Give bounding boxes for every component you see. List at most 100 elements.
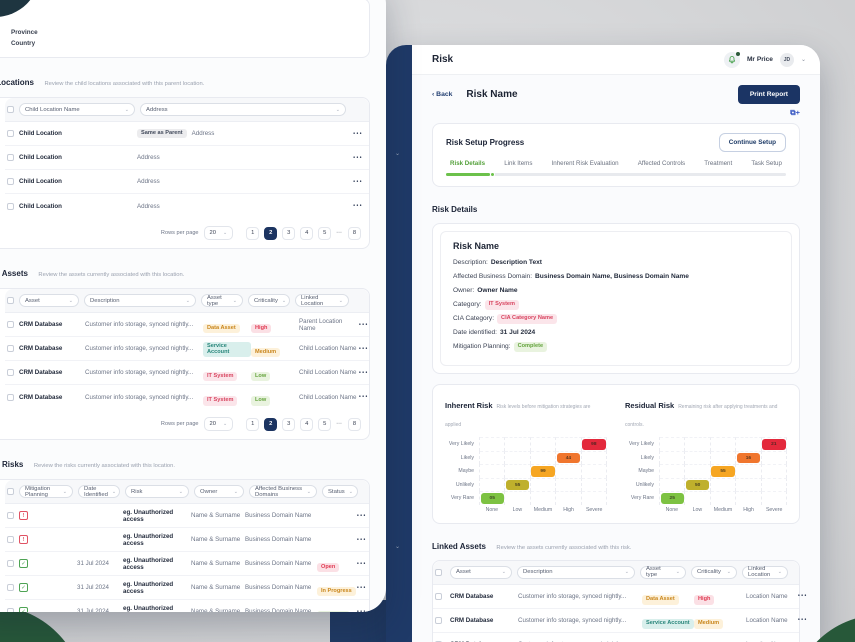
row-checkbox[interactable] bbox=[7, 202, 14, 210]
filter-select-owner[interactable]: Owner ⌄ bbox=[194, 485, 244, 498]
heatmap-cell-value[interactable]: 16 bbox=[736, 452, 761, 464]
location-row[interactable]: Child Location Address ••• bbox=[5, 146, 369, 170]
page-button-5[interactable]: 5 bbox=[318, 226, 332, 240]
rows-per-page-select[interactable]: 20 ⌄ bbox=[203, 226, 234, 240]
row-checkbox[interactable] bbox=[7, 608, 14, 612]
filter-select-asset[interactable]: Asset ⌄ bbox=[450, 565, 512, 579]
filter-select-asset-type[interactable]: Asset type ⌄ bbox=[201, 294, 243, 307]
row-checkbox[interactable] bbox=[7, 393, 14, 401]
heatmap-cell-value[interactable]: 25 bbox=[660, 493, 684, 504]
filter-select-child-location-name[interactable]: Child Location Name ⌄ bbox=[19, 103, 135, 116]
page-button-2[interactable]: 2 bbox=[264, 226, 278, 240]
continue-setup-button[interactable]: Continue Setup bbox=[718, 133, 786, 152]
row-actions-menu[interactable]: ••• bbox=[357, 560, 367, 567]
row-actions-menu[interactable]: ••• bbox=[357, 512, 367, 519]
row-checkbox[interactable] bbox=[7, 106, 14, 113]
filter-select-affected-business-domains[interactable]: Affected Business Domains ⌄ bbox=[249, 485, 317, 498]
risk-row[interactable]: ✓ 31 Jul 2024 eg. Unauthorized access Name … bbox=[5, 552, 369, 576]
setup-step-treatment[interactable]: Treatment bbox=[704, 160, 733, 167]
row-checkbox[interactable] bbox=[435, 616, 442, 624]
sidebar-chevron-down-icon[interactable]: ⌄ bbox=[395, 544, 401, 550]
heatmap-cell-value[interactable]: 44 bbox=[556, 452, 581, 464]
page-button-1[interactable]: 1 bbox=[246, 417, 260, 431]
row-actions-menu[interactable]: ••• bbox=[353, 178, 363, 185]
row-checkbox[interactable] bbox=[7, 560, 14, 567]
page-button-5[interactable]: 5 bbox=[318, 417, 332, 431]
filter-select-description[interactable]: Description ⌄ bbox=[517, 565, 635, 579]
location-row[interactable]: Child Location Address ••• bbox=[5, 170, 369, 194]
row-checkbox[interactable] bbox=[7, 488, 14, 495]
filter-select-asset[interactable]: Asset ⌄ bbox=[19, 294, 79, 307]
row-actions-menu[interactable]: ••• bbox=[357, 536, 367, 543]
filter-select-description[interactable]: Description ⌄ bbox=[84, 294, 196, 307]
risk-row[interactable]: ! eg. Unauthorized access Name & Surname Bu… bbox=[5, 504, 369, 528]
setup-step-risk-details[interactable]: Risk Details bbox=[450, 160, 486, 167]
row-checkbox[interactable] bbox=[7, 512, 14, 519]
row-checkbox[interactable] bbox=[7, 297, 14, 304]
filter-select-linked-location[interactable]: Linked Location ⌄ bbox=[295, 294, 349, 307]
risk-row[interactable]: ✓ 31 Jul 2024 eg. Unauthorized access Name … bbox=[5, 600, 369, 612]
row-checkbox[interactable] bbox=[7, 154, 14, 161]
heatmap-cell-value[interactable]: 99 bbox=[531, 466, 555, 477]
row-actions-menu[interactable]: ••• bbox=[353, 154, 363, 161]
row-actions-menu[interactable]: ••• bbox=[357, 608, 367, 613]
page-button-8[interactable]: 8 bbox=[348, 417, 361, 431]
row-checkbox[interactable] bbox=[7, 345, 14, 352]
heatmap-cell-value[interactable]: 21 bbox=[762, 439, 786, 450]
page-button-4[interactable]: 4 bbox=[300, 417, 314, 431]
risk-row[interactable]: ✓ 31 Jul 2024 eg. Unauthorized access Name … bbox=[5, 576, 369, 600]
row-checkbox[interactable] bbox=[7, 584, 14, 591]
setup-step-link-items[interactable]: Link Items bbox=[504, 160, 533, 167]
avatar[interactable]: JD bbox=[779, 52, 794, 67]
setup-step-affected-controls[interactable]: Affected Controls bbox=[637, 160, 686, 167]
notification-bell-button[interactable] bbox=[723, 51, 740, 68]
row-actions-menu[interactable]: ••• bbox=[353, 203, 363, 209]
collapsed-sidebar[interactable]: ⌄ ⌄ bbox=[386, 45, 412, 642]
filter-select-criticality[interactable]: Criticality ⌄ bbox=[691, 565, 737, 579]
row-checkbox[interactable] bbox=[7, 178, 14, 185]
row-checkbox[interactable] bbox=[7, 536, 14, 543]
setup-step-task-setup[interactable]: Task Setup bbox=[751, 160, 782, 167]
heatmap-cell-value[interactable]: 05 bbox=[480, 493, 504, 504]
row-actions-menu[interactable]: ••• bbox=[798, 617, 808, 624]
filter-select-mitigation-planning[interactable]: Mitigation Planning ⌄ bbox=[19, 485, 73, 498]
rows-per-page-select[interactable]: 20 ⌄ bbox=[203, 417, 234, 431]
risk-row[interactable]: ! eg. Unauthorized access Name & Surname Bu… bbox=[5, 528, 369, 552]
location-row[interactable]: Child Location Address ••• bbox=[5, 194, 369, 218]
row-checkbox[interactable] bbox=[435, 568, 442, 576]
page-button-4[interactable]: 4 bbox=[300, 226, 314, 240]
row-actions-menu[interactable]: ••• bbox=[798, 593, 808, 600]
page-button-8[interactable]: 8 bbox=[348, 226, 361, 240]
row-actions-menu[interactable]: ••• bbox=[359, 394, 369, 400]
row-checkbox[interactable] bbox=[7, 321, 14, 328]
sidebar-chevron-down-icon[interactable]: ⌄ bbox=[395, 151, 401, 157]
page-button-3[interactable]: 3 bbox=[282, 417, 296, 431]
filter-select-criticality[interactable]: Criticality ⌄ bbox=[248, 294, 290, 307]
row-actions-menu[interactable]: ••• bbox=[359, 369, 369, 376]
row-actions-menu[interactable]: ••• bbox=[357, 584, 367, 591]
heatmap-cell-value[interactable]: 55 bbox=[711, 466, 735, 477]
heatmap-cell-value[interactable]: 55 bbox=[505, 479, 530, 491]
filter-select-address[interactable]: Address ⌄ bbox=[140, 103, 346, 116]
filter-select-risk[interactable]: Risk ⌄ bbox=[125, 485, 189, 498]
print-report-button[interactable]: Print Report bbox=[737, 85, 800, 104]
expand-panel-icon[interactable]: ⧉+ bbox=[790, 108, 800, 117]
user-menu-chevron-icon[interactable]: ⌄ bbox=[800, 57, 806, 63]
row-checkbox[interactable] bbox=[7, 369, 14, 376]
row-actions-menu[interactable]: ••• bbox=[359, 321, 369, 328]
row-checkbox[interactable] bbox=[435, 640, 442, 642]
heatmap-cell-value[interactable]: 50 bbox=[685, 479, 710, 491]
heatmap-cell-value[interactable]: 98 bbox=[582, 439, 606, 450]
row-actions-menu[interactable]: ••• bbox=[353, 130, 363, 137]
filter-select-date-identified[interactable]: Date Identified ⌄ bbox=[78, 485, 120, 498]
back-button[interactable]: ‹ Back bbox=[432, 91, 453, 98]
row-actions-menu[interactable]: ••• bbox=[359, 345, 369, 352]
page-button-1[interactable]: 1 bbox=[246, 226, 260, 240]
